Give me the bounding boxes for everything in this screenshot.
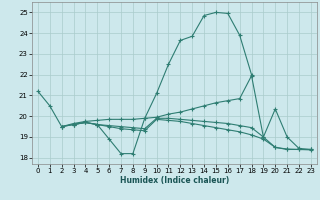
X-axis label: Humidex (Indice chaleur): Humidex (Indice chaleur) bbox=[120, 176, 229, 185]
